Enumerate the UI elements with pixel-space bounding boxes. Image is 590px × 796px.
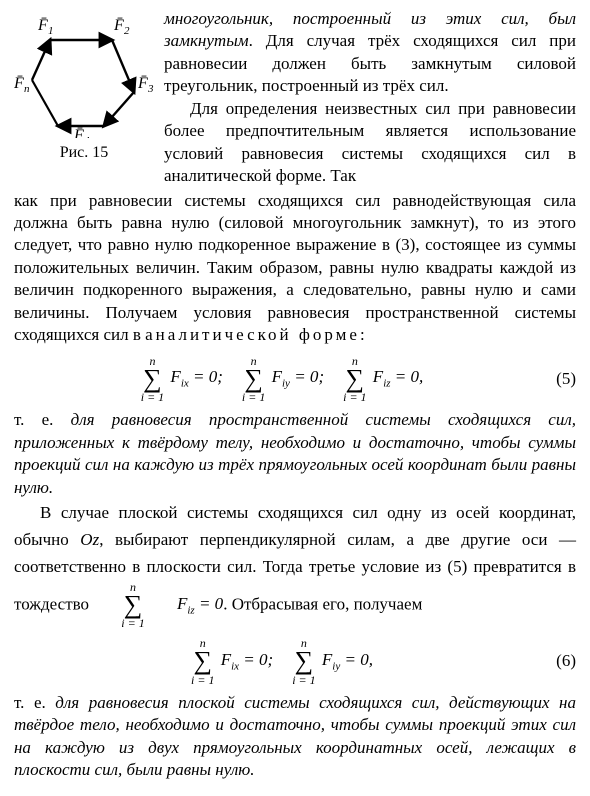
sum-icon: n ∑ i = 1 <box>292 637 315 686</box>
p2b: как при равновесии системы сходящихся си… <box>14 191 576 345</box>
p2-start: Для определения неизвестных сил при равн… <box>164 98 576 188</box>
p3a: т. е. <box>14 410 71 429</box>
main-text: как при равновесии системы сходящихся си… <box>14 190 576 782</box>
svg-text:3: 3 <box>147 83 154 95</box>
svg-text:F̄: F̄ <box>14 75 24 92</box>
sum-icon: n ∑ i = 1 <box>141 355 164 404</box>
equation-6: n ∑ i = 1 Fix = 0; n ∑ i = 1 Fiy = 0, (6… <box>14 637 576 686</box>
p2c-spaced: аналитической форме: <box>145 325 368 344</box>
eq5-body: n ∑ i = 1 Fix = 0; n ∑ i = 1 Fiy = 0; n … <box>34 355 528 404</box>
sum-icon: n ∑ i = 1 <box>95 581 144 630</box>
eq5-number: (5) <box>528 368 576 390</box>
svg-text:4: 4 <box>84 135 90 138</box>
text-right-of-figure: многоугольник, построенный из этих сил, … <box>164 8 576 188</box>
sum-icon: n ∑ i = 1 <box>343 355 366 404</box>
eq6-body: n ∑ i = 1 Fix = 0; n ∑ i = 1 Fiy = 0, <box>34 637 528 686</box>
svg-text:F̄: F̄ <box>37 17 48 34</box>
svg-text:n: n <box>24 83 30 95</box>
sum-icon: n ∑ i = 1 <box>191 637 214 686</box>
p5a: т. е. <box>14 693 55 712</box>
svg-text:1: 1 <box>48 25 54 37</box>
equation-5: n ∑ i = 1 Fix = 0; n ∑ i = 1 Fiy = 0; n … <box>14 355 576 404</box>
svg-text:F̄: F̄ <box>113 17 124 34</box>
p4oz: Oz <box>80 530 99 549</box>
p4c: . Отбрасывая его, получаем <box>223 594 422 613</box>
force-polygon-svg: F̄1 F̄2 F̄3 F̄4 F̄n <box>14 8 154 138</box>
p3b: для равновесия пространственной системы … <box>14 410 576 496</box>
eq6-number: (6) <box>528 650 576 672</box>
svg-text:F̄: F̄ <box>73 127 84 138</box>
figure-caption: Рис. 15 <box>14 142 154 163</box>
sum-icon: n ∑ i = 1 <box>242 355 265 404</box>
p5b: для равновесия плоской системы сходящихс… <box>14 693 576 779</box>
svg-text:2: 2 <box>124 25 130 37</box>
figure-polygon: F̄1 F̄2 F̄3 F̄4 F̄n Рис. 15 <box>14 8 154 163</box>
svg-text:F̄: F̄ <box>137 75 148 92</box>
